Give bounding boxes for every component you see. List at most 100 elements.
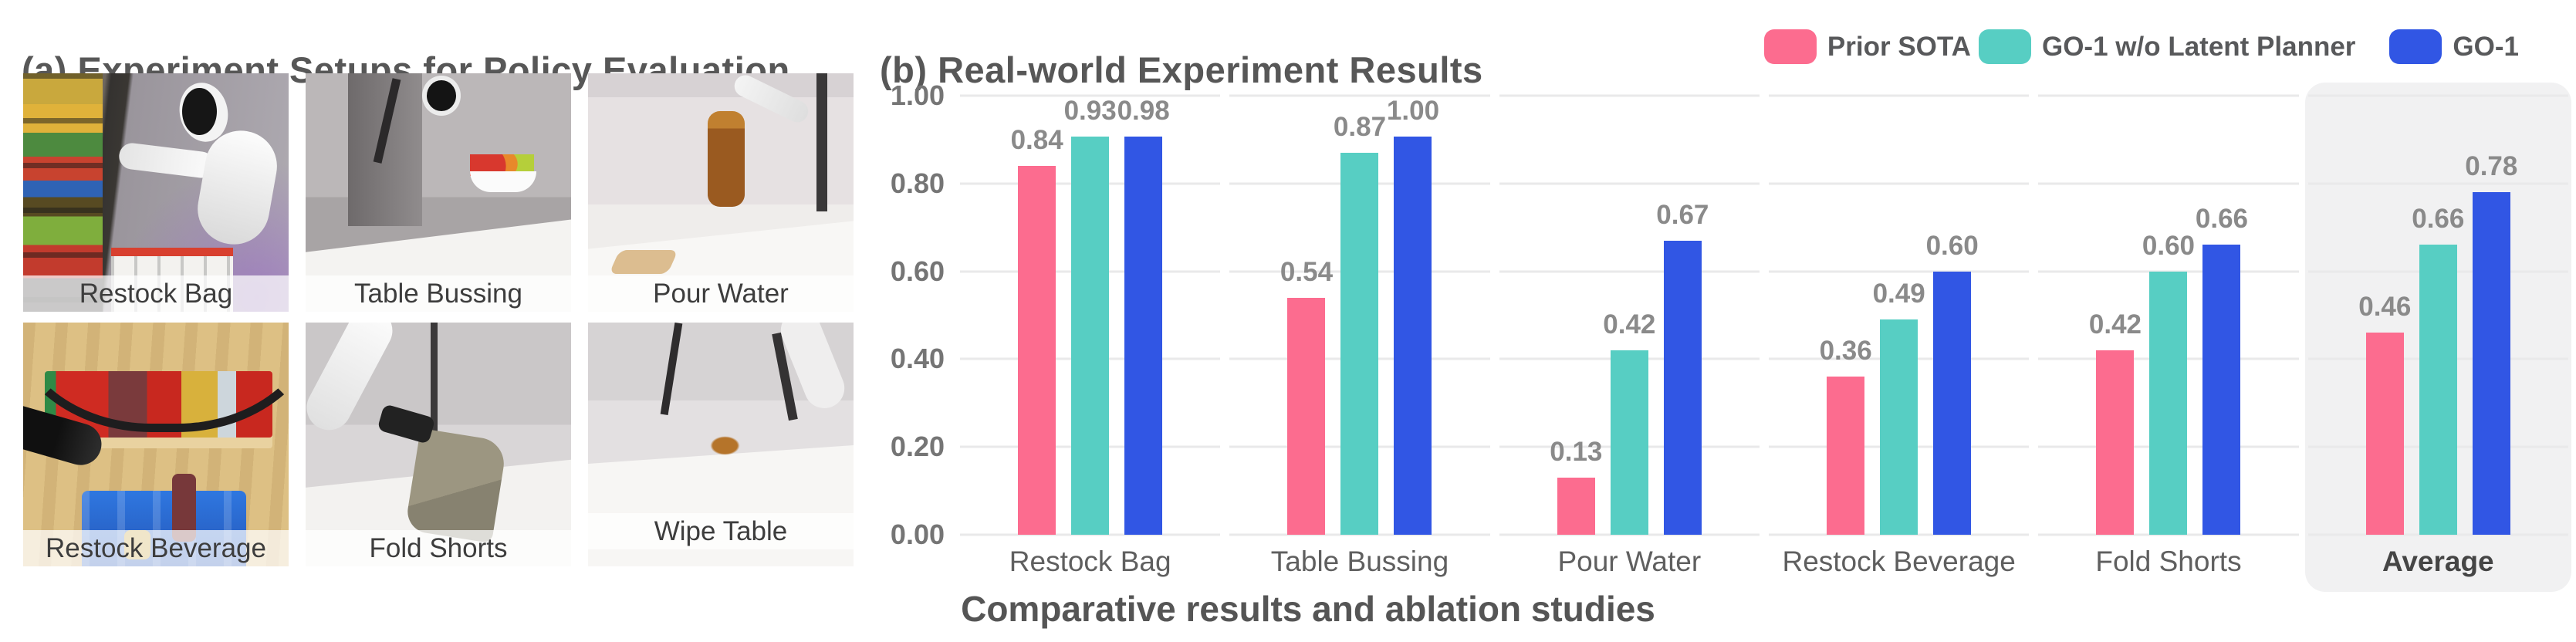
category-label: Table Bussing — [1270, 546, 1449, 577]
bar — [1827, 377, 1865, 535]
bar — [1287, 297, 1326, 535]
photo-fold-shorts: Fold Shorts — [306, 323, 571, 566]
gridline — [1499, 533, 1760, 536]
gridline — [1499, 270, 1760, 273]
legend-label: GO-1 w/o Latent Planner — [2041, 31, 2356, 62]
gridline — [2307, 182, 2568, 185]
bar — [1018, 166, 1056, 535]
bar-column: 0.67 — [1656, 96, 1709, 535]
bar-column: 0.60 — [1926, 96, 1979, 535]
legend-swatch — [1763, 29, 1817, 64]
gridline — [2038, 533, 2299, 536]
y-tick-label: 1.00 — [890, 79, 945, 111]
chart-group: 0.84 0.93 0.98 Restock Bag — [960, 94, 1221, 577]
bar-group: 0.54 0.87 1.00 — [1229, 96, 1489, 535]
photo-label: Restock Bag — [23, 275, 289, 312]
bar-value-label: 0.13 — [1550, 437, 1603, 468]
bar-value-label: 1.00 — [1386, 96, 1440, 126]
bar — [1557, 478, 1595, 535]
bar-group: 0.84 0.93 0.98 — [960, 96, 1220, 535]
bar — [1071, 137, 1110, 535]
chart-group: 0.36 0.49 0.60 Restock Beverage — [1768, 94, 2030, 577]
bar-value-label: 0.42 — [2088, 309, 2142, 340]
bar-column: 0.84 — [1011, 96, 1063, 535]
bar — [2096, 350, 2135, 535]
legend-item: GO-1 — [2389, 29, 2519, 64]
bar-column: 0.66 — [2412, 96, 2464, 535]
photo-pour-water: Pour Water — [588, 73, 854, 312]
photo-label: Wipe Table — [588, 513, 854, 549]
gridline — [1768, 94, 2030, 97]
bar — [2365, 333, 2404, 535]
gridline — [2038, 94, 2299, 97]
bar — [1394, 137, 1432, 535]
legend-swatch — [1978, 29, 2031, 64]
bar-group: 0.13 0.42 0.67 — [1499, 96, 1760, 535]
bar-value-label: 0.60 — [1925, 230, 1979, 261]
gridline — [1499, 94, 1760, 97]
chart-group: 0.13 0.42 0.67 Pour Water — [1499, 94, 1760, 577]
bar-value-label: 0.54 — [1280, 256, 1334, 287]
bar-value-label: 0.46 — [2358, 292, 2412, 323]
chart-group: 0.54 0.87 1.00 Table Bussing — [1229, 94, 1490, 577]
bar-value-label: 0.66 — [2195, 204, 2249, 235]
bar-group: 0.36 0.49 0.60 — [1769, 96, 2029, 535]
bar-chart-plot: 1.00 0.80 0.60 0.40 0.20 0.00 0.84 0.93 0.98 Rest… — [891, 79, 2572, 592]
bar-group: 0.46 0.66 0.78 — [2308, 96, 2568, 535]
bar — [2202, 245, 2241, 535]
gridline — [1229, 94, 1490, 97]
chart-legend: Prior SOTA GO-1 w/o Latent Planner GO-1 — [1763, 29, 2519, 64]
legend-item: GO-1 w/o Latent Planner — [1978, 29, 2356, 64]
bar-value-label: 0.93 — [1063, 96, 1117, 126]
category-label: Fold Shorts — [2095, 546, 2242, 577]
bar-column: 0.60 — [2142, 96, 2195, 535]
legend-swatch — [2389, 29, 2442, 64]
gridline — [2307, 533, 2568, 536]
bar-value-label: 0.49 — [1872, 279, 1925, 309]
gridline — [2038, 270, 2299, 273]
bar-value-label: 0.87 — [1333, 111, 1387, 142]
gridline — [1768, 182, 2030, 185]
gridline — [1229, 533, 1490, 536]
bar-column: 0.54 — [1280, 96, 1333, 535]
photo-label: Pour Water — [588, 275, 854, 312]
bar-value-label: 0.67 — [1656, 199, 1709, 230]
bar — [1933, 271, 1972, 535]
y-tick-label: 0.40 — [890, 343, 945, 375]
y-tick-label: 0.80 — [890, 167, 945, 199]
category-label: Restock Beverage — [1782, 546, 2016, 577]
bar — [1340, 152, 1379, 535]
gridline — [2307, 94, 2568, 97]
bar-column: 0.98 — [1117, 96, 1170, 535]
legend-item: Prior SOTA — [1763, 29, 1971, 64]
chart-group: 0.46 0.66 0.78 Average — [2304, 83, 2572, 592]
y-tick-label: 0.20 — [890, 431, 945, 463]
bar-column: 0.87 — [1334, 96, 1386, 535]
bar-column: 0.42 — [2089, 96, 2142, 535]
photo-image — [306, 323, 571, 566]
bar — [2419, 245, 2457, 535]
bar-column: 0.78 — [2465, 96, 2517, 535]
photo-wipe-table: Wipe Table — [588, 323, 854, 566]
photo-restock-beverage: Restock Beverage — [23, 323, 289, 566]
category-label: Restock Bag — [1009, 546, 1171, 577]
bar — [1124, 137, 1163, 535]
gridline — [960, 533, 1221, 536]
bar-column: 1.00 — [1387, 96, 1439, 535]
bar — [1610, 350, 1648, 535]
bar-value-label: 0.36 — [1819, 336, 1872, 367]
gridline — [1499, 182, 1760, 185]
photo-label: Restock Beverage — [23, 530, 289, 566]
bar — [2149, 271, 2188, 535]
bar-column: 0.49 — [1873, 96, 1925, 535]
bar-value-label: 0.60 — [2142, 230, 2196, 261]
legend-label: GO-1 — [2453, 31, 2519, 62]
y-tick-label: 0.60 — [890, 255, 945, 287]
bar-value-label: 0.84 — [1010, 125, 1063, 156]
photo-restock-bag: Restock Bag — [23, 73, 289, 312]
bar — [1880, 319, 1918, 535]
bar-column: 0.42 — [1603, 96, 1655, 535]
category-label: Average — [2382, 546, 2494, 577]
gridline — [1768, 270, 2030, 273]
